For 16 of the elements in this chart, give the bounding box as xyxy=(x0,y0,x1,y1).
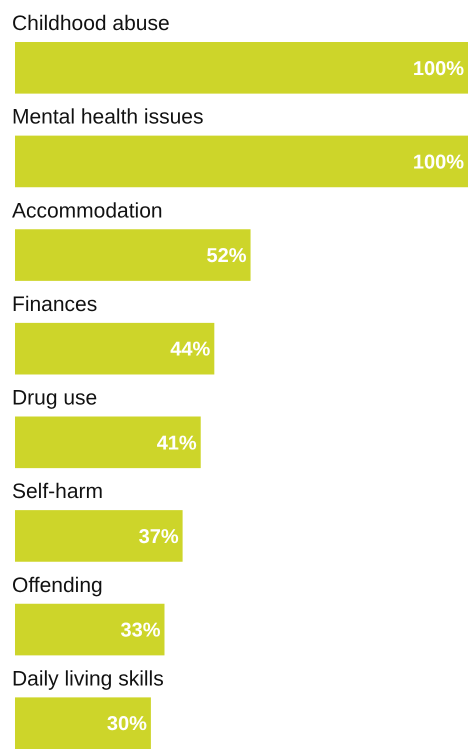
y-tick-label: Accommodation xyxy=(12,199,163,222)
data-label: 37% xyxy=(138,526,179,548)
data-label: 100% xyxy=(412,151,464,174)
data-label: 33% xyxy=(120,620,161,642)
data-label: 30% xyxy=(106,713,148,736)
data-label: 52% xyxy=(206,245,247,268)
y-tick-label: Offending xyxy=(12,574,103,597)
y-tick-label: Mental health issues xyxy=(12,106,204,129)
data-label: 44% xyxy=(170,338,211,361)
y-tick-label: Drug use xyxy=(12,386,98,410)
data-label: 41% xyxy=(156,432,197,454)
y-tick-label: Daily living skills xyxy=(12,667,164,690)
data-label: 100% xyxy=(412,58,464,80)
y-tick-label: Self-harm xyxy=(12,480,104,504)
y-tick-label: Childhood abuse xyxy=(12,12,170,35)
y-tick-label: Finances xyxy=(12,292,98,316)
